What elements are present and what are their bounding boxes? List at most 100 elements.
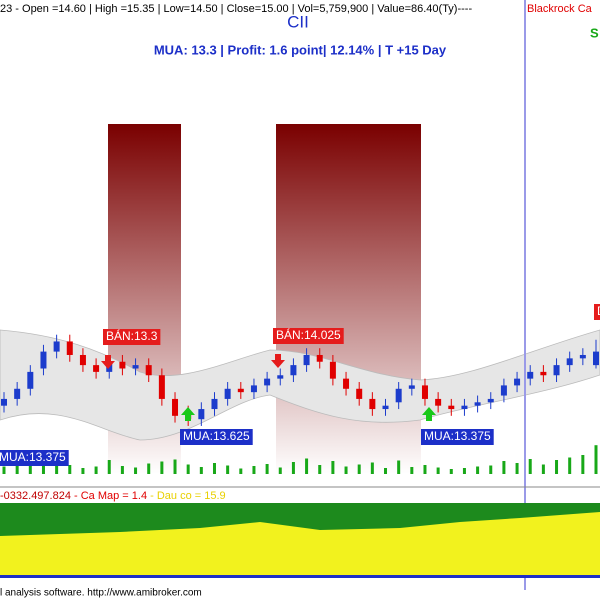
candle-body: [421, 385, 428, 399]
volume-bar: [291, 462, 295, 474]
candle-body: [79, 354, 86, 366]
volume-bar: [528, 459, 532, 474]
volume-bar: [160, 461, 164, 474]
candle-body: [382, 405, 389, 410]
volume-bar: [94, 466, 98, 474]
buy-arrow: [181, 407, 195, 421]
candle-body: [237, 388, 244, 393]
candle-body: [474, 402, 481, 406]
candle-body: [527, 371, 534, 379]
candle-body: [553, 365, 560, 376]
candle-body: [14, 388, 21, 399]
signal-label: MUA:13.625: [183, 429, 250, 443]
signal-label: BÁN:13.3: [106, 328, 158, 343]
candle-body: [277, 375, 284, 379]
candle-body: [93, 365, 100, 372]
candle-body: [27, 371, 34, 389]
candle-body: [579, 354, 586, 359]
candle-body: [395, 388, 402, 403]
dau-co: - Dau co = 15.9: [147, 490, 226, 502]
signal-label-bg: [594, 304, 600, 320]
candle-body: [593, 351, 599, 366]
candle-body: [40, 351, 47, 369]
candle-body: [316, 354, 323, 362]
volume-bar: [555, 460, 559, 474]
signal-label: D: [597, 304, 600, 318]
signal-label-bg: [180, 429, 253, 445]
volume-bar: [186, 464, 190, 474]
volume-bar: [568, 457, 572, 474]
candle-body: [369, 398, 376, 410]
candle-body: [198, 409, 205, 420]
candle-body: [250, 385, 257, 393]
indicator-base: [0, 575, 600, 578]
candle-body: [53, 341, 60, 352]
volume-bar: [278, 467, 282, 474]
candle-body: [303, 354, 310, 366]
corner-label: S: [590, 25, 599, 40]
volume-bar: [581, 455, 585, 474]
candle-body: [487, 398, 494, 403]
signal-label-bg: [0, 450, 69, 466]
candle-body: [435, 398, 442, 406]
volume-bar: [489, 465, 493, 474]
candle-body: [448, 405, 455, 410]
source-label: Blackrock Ca: [527, 3, 593, 15]
sell-arrow: [271, 354, 285, 368]
volume-bar: [449, 469, 453, 474]
volume-bar: [28, 459, 32, 474]
volume-bar: [331, 461, 335, 474]
volume-bar: [476, 466, 480, 474]
sell-arrow: [101, 355, 115, 369]
volume-bar: [515, 463, 519, 474]
candle-body: [211, 398, 218, 410]
volume-bar: [502, 461, 506, 474]
volume-bar: [2, 466, 6, 474]
volume-bar: [462, 468, 466, 474]
signal-label-bg: [103, 329, 161, 345]
volume-bar: [305, 458, 309, 474]
volume-bar: [212, 463, 216, 474]
signal-label: MUA:13.375: [0, 450, 66, 464]
candle-body: [500, 385, 507, 396]
buy-arrow: [422, 407, 436, 421]
volume-bar: [436, 467, 440, 474]
volume-bar: [81, 468, 85, 474]
volume-bar: [226, 465, 230, 474]
volume-bar: [147, 463, 151, 474]
candle-body: [145, 365, 152, 376]
indicator-value: -0332.497.824: [0, 490, 71, 502]
candle-body: [540, 371, 547, 376]
indicator-value: -0332.497.824 - Ca Map = 1.4 - Dau co = …: [0, 490, 226, 502]
ca-map: - Ca Map = 1.4: [71, 490, 147, 502]
volume-bar: [199, 467, 203, 474]
volume-bar: [265, 464, 269, 474]
volume-bar: [594, 445, 598, 474]
volume-bar: [370, 462, 374, 474]
candle-body: [224, 388, 231, 399]
volume-bar: [107, 460, 111, 474]
volume-bar: [134, 467, 138, 474]
volume-bar: [344, 466, 348, 474]
candle-body: [66, 341, 73, 355]
volume-bar: [252, 466, 256, 474]
volume-bar: [318, 465, 322, 474]
volume-bar: [384, 468, 388, 474]
volume-bar: [120, 466, 124, 474]
candle-body: [343, 378, 350, 389]
candle-body: [119, 361, 126, 369]
volume-bar: [357, 464, 361, 474]
volume-bar: [410, 467, 414, 474]
footer: l analysis software. http://www.amibroke…: [0, 588, 202, 599]
candle-body: [514, 378, 521, 386]
signal-label: BÁN:14.025: [276, 327, 341, 342]
volume-bar: [68, 465, 72, 474]
candle-body: [132, 365, 139, 369]
candle-body: [172, 398, 179, 416]
candle-body: [264, 378, 271, 386]
volume-bar: [239, 468, 243, 474]
volume-bar: [173, 459, 177, 474]
candle-body: [408, 385, 415, 389]
signal-label: MUA:13.375: [424, 429, 491, 443]
